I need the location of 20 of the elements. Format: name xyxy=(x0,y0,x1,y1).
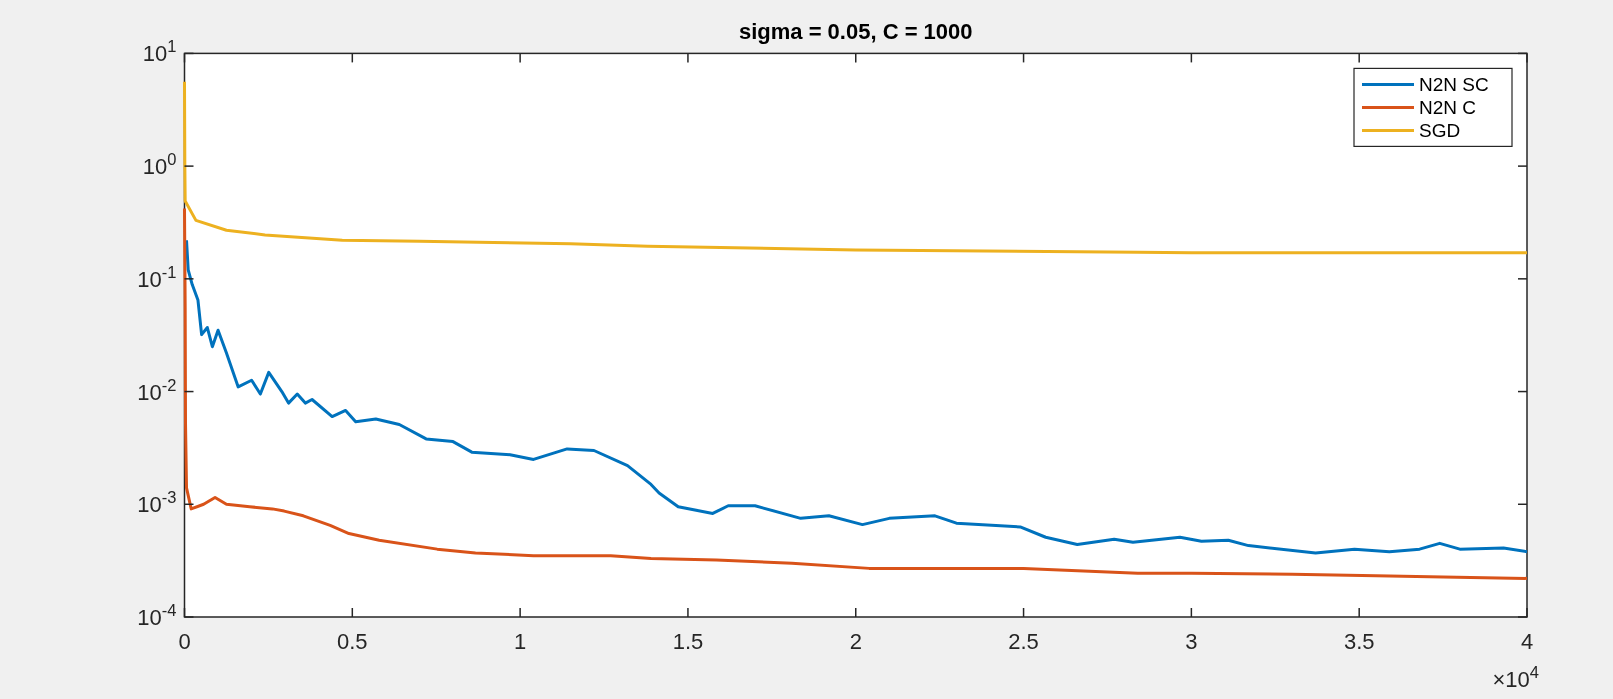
y-tick-label: 10$^{-3}$ xyxy=(137,488,177,518)
y-tick-label: 10$^{-2}$ xyxy=(137,375,177,405)
x-tick-label: 2 xyxy=(849,629,862,654)
legend-label: SGD xyxy=(1419,120,1461,142)
x-tick-label: 4 xyxy=(1520,629,1534,654)
legend-label: N2N C xyxy=(1419,97,1477,119)
x-tick-label: 3 xyxy=(1185,629,1198,654)
x-tick-label: 0 xyxy=(178,629,191,654)
text: ×10$^{4}$ xyxy=(1492,663,1539,692)
chart-title: sigma = 0.05, C = 1000 xyxy=(738,19,973,45)
y-tick-label: 10$^{0}$ xyxy=(142,150,177,180)
legend-label: N2N SC xyxy=(1419,74,1489,96)
x-tick-label: 0.5 xyxy=(337,629,368,654)
y-tick-label: 10$^{1}$ xyxy=(142,37,177,67)
x-tick-label: 1.5 xyxy=(672,629,704,654)
x-tick-label: 1 xyxy=(514,629,527,654)
x-tick-label: 3.5 xyxy=(1343,629,1375,654)
y-tick-label: 10$^{-1}$ xyxy=(137,262,177,292)
x-tick-label: 2.5 xyxy=(1008,629,1039,654)
y-tick-label: 10$^{-4}$ xyxy=(137,601,177,630)
